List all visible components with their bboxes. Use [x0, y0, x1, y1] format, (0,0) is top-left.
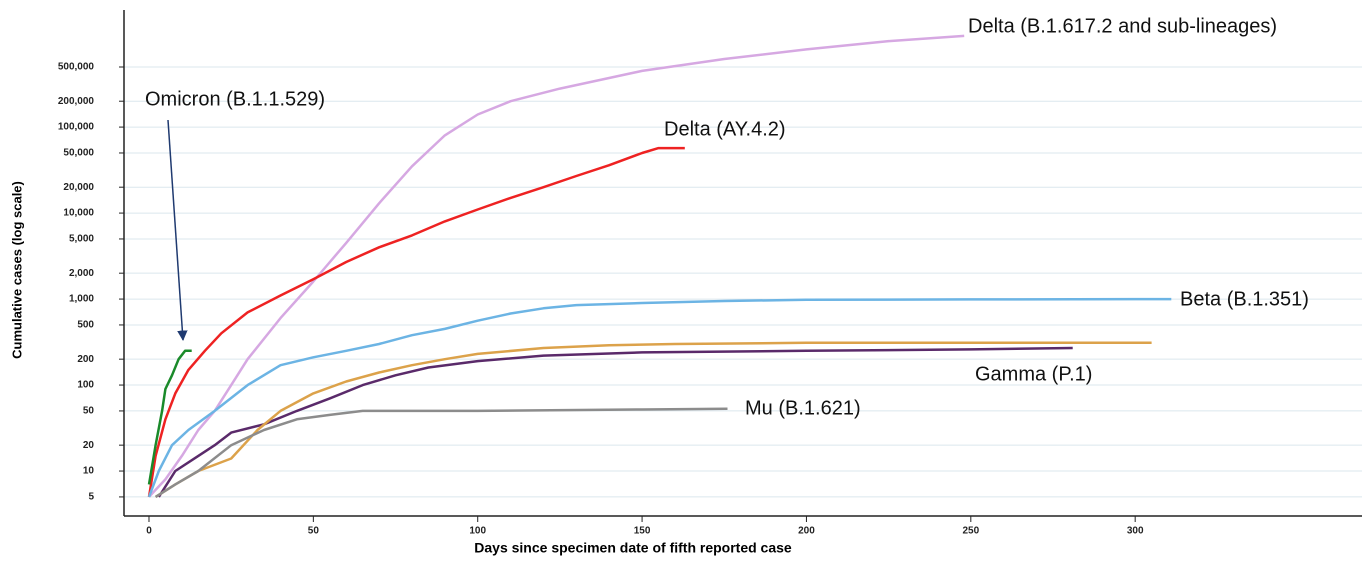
series-label: Gamma (P.1) [975, 363, 1092, 385]
x-tick-label: 150 [634, 526, 651, 537]
y-tick-label: 100,000 [58, 122, 95, 133]
y-tick-label: 50 [83, 406, 95, 417]
y-tick-label: 500,000 [58, 62, 95, 73]
series-line [154, 341, 1152, 498]
y-tick-label: 5,000 [69, 234, 94, 245]
y-tick-label: 20,000 [63, 182, 94, 193]
y-tick-label: 100 [77, 380, 94, 391]
y-tick-label: 20 [83, 440, 95, 451]
y-tick-label: 200,000 [58, 96, 95, 107]
series-line [147, 146, 685, 498]
series-line [147, 297, 1172, 498]
y-tick-label: 10,000 [63, 208, 94, 219]
series-label: Mu (B.1.621) [745, 397, 861, 419]
x-tick-label: 250 [962, 526, 979, 537]
series-line [154, 407, 728, 498]
y-tick-label: 200 [77, 354, 94, 365]
x-tick-label: 200 [798, 526, 815, 537]
series-label: Omicron (B.1.1.529) [145, 88, 325, 110]
y-tick-label: 1,000 [69, 294, 94, 305]
series-line [148, 34, 965, 498]
x-tick-label: 100 [469, 526, 486, 537]
series-label: Delta (AY.4.2) [664, 118, 786, 140]
y-tick-label: 50,000 [63, 148, 94, 159]
annotation-arrow [167, 119, 188, 342]
series-label: Beta (B.1.351) [1180, 288, 1309, 310]
series-line [147, 349, 192, 485]
x-axis-title: Days since specimen date of fifth report… [474, 540, 792, 556]
y-tick-label: 500 [77, 320, 94, 331]
y-tick-label: 10 [83, 466, 95, 477]
series-line [157, 346, 1073, 498]
series-label: Delta (B.1.617.2 and sub-lineages) [968, 15, 1277, 37]
x-tick-label: 300 [1127, 526, 1144, 537]
x-tick-label: 0 [146, 526, 152, 537]
y-axis-title: Cumulative cases (log scale) [9, 181, 24, 359]
y-tick-label: 2,000 [69, 268, 94, 279]
y-tick-label: 5 [88, 492, 94, 503]
x-tick-label: 50 [308, 526, 320, 537]
